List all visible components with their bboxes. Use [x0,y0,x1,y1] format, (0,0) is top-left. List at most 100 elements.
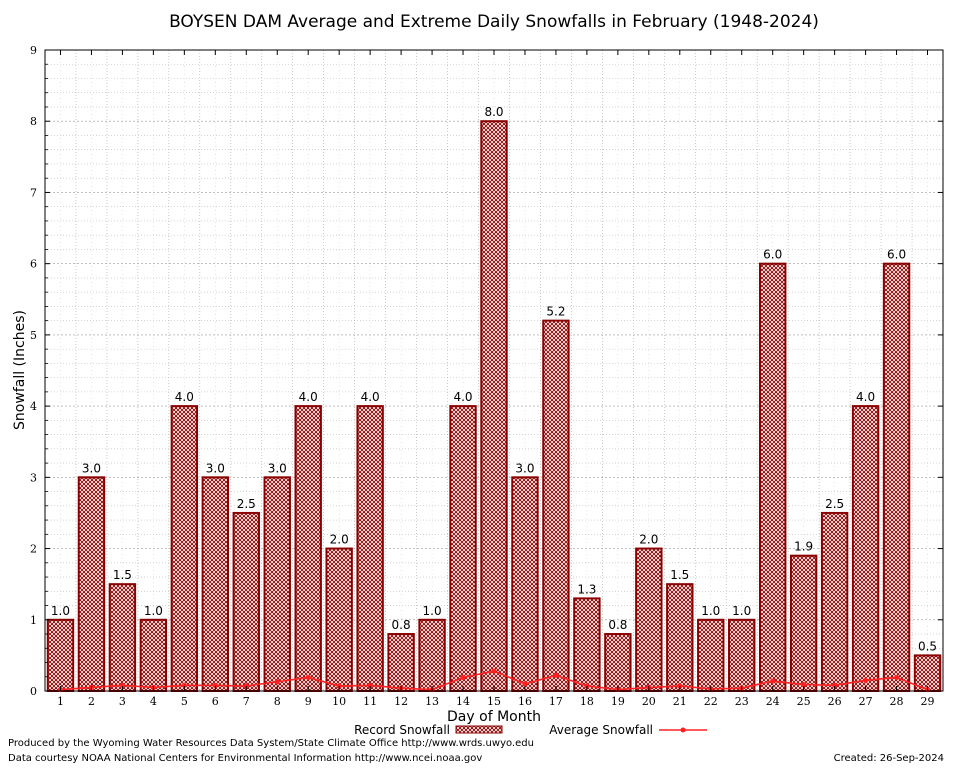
legend-record-swatch [455,725,503,734]
bar-day-12 [387,633,415,692]
bar-value-label: 1.3 [577,582,596,596]
bar-value-label: 4.0 [361,390,380,404]
bar-value-label: 1.0 [51,604,70,618]
x-tick-label: 6 [212,695,219,708]
bar-value-label: 4.0 [299,390,318,404]
y-tick-label: 1 [30,614,37,627]
legend-record-label: Record Snowfall [354,723,450,737]
bar-value-label: 2.5 [825,497,844,511]
x-tick-label: 22 [704,695,718,708]
bar-value-label: 2.0 [639,533,658,547]
x-tick-label: 20 [642,695,656,708]
x-tick-label: 4 [150,695,157,708]
average-point [181,682,187,688]
bar-day-18 [573,597,601,693]
bar-value-label: 6.0 [887,248,906,262]
average-point [893,674,900,681]
bar-day-25 [789,554,818,693]
x-tick-label: 14 [456,695,470,708]
bar-value-label: 6.0 [763,248,782,262]
y-tick-label: 5 [30,329,37,342]
x-tick-label: 5 [181,695,188,708]
chart-title: BOYSEN DAM Average and Extreme Daily Sno… [169,12,819,32]
bar-day-4 [139,618,168,692]
bar-day-2 [77,476,106,693]
bar-day-19 [604,633,632,692]
bar-day-22 [697,618,725,692]
y-tick-label: 7 [30,186,37,199]
average-point [553,672,559,678]
bar-value-label: 1.0 [423,604,442,618]
bar-value-label: 0.8 [392,618,411,632]
average-point [862,677,869,683]
y-axis-label: Snowfall (Inches) [12,310,28,430]
legend: Record Snowfall Average Snowfall [354,723,707,737]
bar-value-label: 2.0 [330,533,349,547]
x-tick-label: 9 [305,695,312,708]
x-tick-label: 16 [518,695,532,708]
x-tick-label: 29 [921,695,935,708]
legend-average-label: Average Snowfall [549,723,653,737]
x-tick-label: 25 [797,695,811,708]
average-point [491,668,497,674]
bar-day-8 [263,476,291,693]
bar-day-7 [232,511,260,693]
bar-value-label: 3.0 [82,461,101,475]
bar-day-17 [542,319,570,692]
bar-day-10 [325,547,353,692]
x-tick-label: 26 [828,695,842,708]
average-point [212,682,218,688]
bar-day-6 [201,476,230,693]
grid [44,49,944,692]
bar-day-24 [758,262,787,692]
bar-day-26 [820,511,849,693]
average-line [57,668,931,693]
bar-day-20 [635,547,663,692]
y-tick-label: 3 [30,471,37,484]
x-tick-label: 10 [332,695,346,708]
bar-day-14 [449,405,477,692]
average-point [367,682,373,688]
x-tick-label: 1 [57,695,64,708]
average-point [522,681,528,687]
bar-day-15 [480,120,508,692]
bar-value-label: 0.8 [608,618,627,632]
bar-value-label: 1.5 [670,568,689,582]
bar-day-11 [356,405,384,692]
bar-value-label: 4.0 [856,390,875,404]
x-tick-label: 13 [425,695,439,708]
x-tick-label: 27 [859,695,873,708]
x-tick-label: 23 [735,695,749,708]
produced-by-text: Produced by the Wyoming Water Resources … [8,738,534,749]
average-point [832,682,838,688]
bar-value-label: 3.0 [268,461,287,475]
bar-day-23 [728,618,756,692]
bar-day-16 [511,476,539,693]
average-point [770,678,776,684]
x-tick-label: 7 [243,695,250,708]
average-point [274,679,280,685]
bar-value-label: 0.5 [918,639,937,653]
bar-value-label: 1.0 [732,604,751,618]
x-tick-label: 11 [363,695,377,708]
average-point [305,674,311,681]
y-tick-label: 8 [30,115,37,128]
bar-day-29 [913,654,942,693]
y-tick-label: 4 [30,400,37,413]
bar-value-label: 4.0 [453,390,472,404]
average-point [801,681,807,688]
bar-value-label: 4.0 [175,390,194,404]
y-tick-label: 0 [30,685,37,698]
bar-value-label: 1.0 [701,604,720,618]
average-point [119,682,126,688]
x-tick-label: 24 [766,695,780,708]
x-tick-label: 12 [394,695,408,708]
bar-value-label: 5.2 [546,305,565,319]
average-point [460,674,466,681]
bar-day-27 [851,405,880,692]
data-courtesy-text: Data courtesy NOAA National Centers for … [8,753,483,764]
x-tick-label: 18 [580,695,594,708]
bar-day-1 [46,618,75,692]
